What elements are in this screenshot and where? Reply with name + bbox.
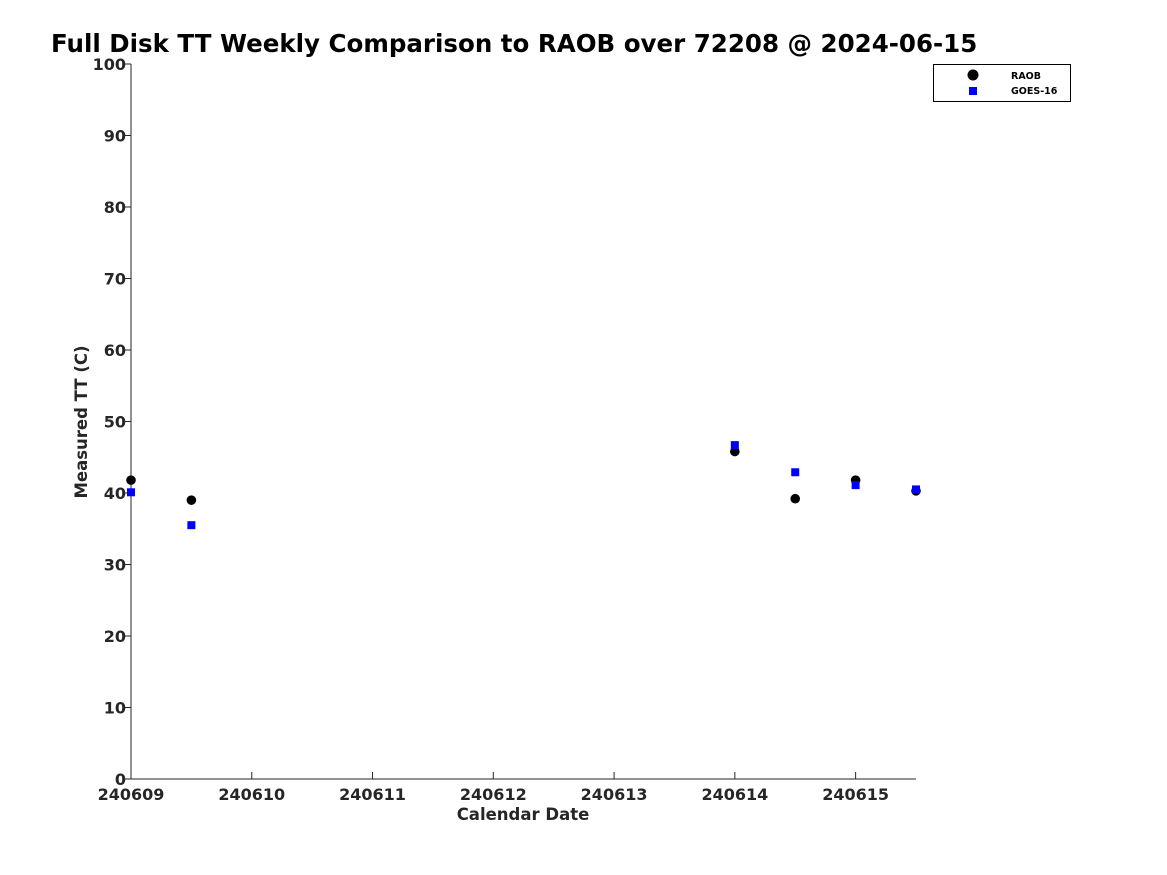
x-tick-label: 240612 [460,785,527,804]
legend-label-raob: RAOB [1011,71,1041,82]
data-point-goes-16 [127,488,135,497]
data-point-goes-16 [791,468,800,477]
data-point-raob [790,493,801,504]
x-axis-label: Calendar Date [457,805,590,824]
y-tick-label: 90 [104,127,126,146]
legend-label-goes: GOES-16 [1011,86,1058,97]
data-point-goes-16 [851,481,860,490]
y-tick-label: 40 [104,484,126,503]
y-tick-label: 10 [104,699,126,718]
data-point-raob [730,446,740,457]
data-marks [126,441,921,530]
legend-marker-raob [967,69,979,81]
legend-box [933,64,1071,102]
y-tick-label: 80 [104,198,126,217]
x-tick-label: 240609 [98,785,165,804]
y-axis-label: Measured TT (C) [72,345,91,498]
x-ticks: 240609 240610 240611 240612 240613 240614 2406… [98,772,889,804]
y-tick-label: 30 [104,556,126,575]
x-tick-label: 240610 [218,785,285,804]
y-tick-label: 0 [115,770,126,789]
legend: RAOB GOES-16 [933,64,1071,102]
data-point-goes-16 [730,441,739,450]
data-point-goes-16 [187,521,196,530]
y-tick-label: 20 [104,627,126,646]
axes [130,64,916,780]
y-tick-label: 50 [104,413,126,432]
y-tick-label: 70 [104,270,126,289]
data-point-raob [186,495,197,505]
x-tick-label: 240611 [339,785,406,804]
y-tick-label: 100 [93,55,126,74]
x-tick-label: 240615 [822,785,889,804]
chart-title: Full Disk TT Weekly Comparison to RAOB o… [51,29,977,58]
y-ticks: 0 10 20 30 40 50 60 70 80 90 100 [93,55,131,789]
x-tick-label: 240613 [581,785,648,804]
x-tick-label: 240614 [701,785,768,804]
legend-marker-goes [969,87,977,95]
data-point-goes-16 [912,485,920,494]
y-tick-label: 60 [104,341,126,360]
data-point-raob [126,475,136,485]
